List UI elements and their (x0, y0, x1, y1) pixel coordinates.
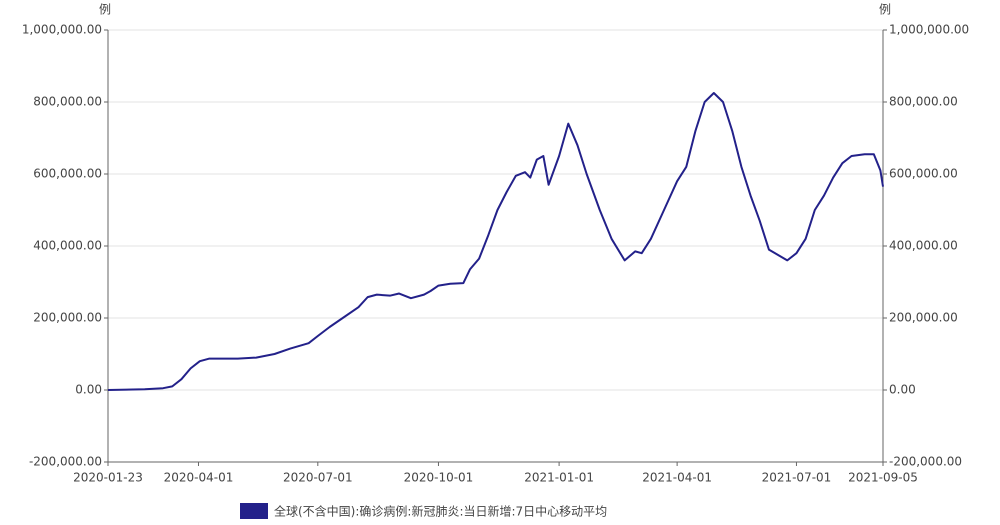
y2-tick-label: 0.00 (889, 383, 916, 397)
legend-label: 全球(不含中国):确诊病例:新冠肺炎:当日新增:7日中心移动平均 (274, 504, 607, 519)
y2-axis-unit: 例 (879, 3, 891, 17)
x-tick-label: 2020-07-01 (283, 471, 353, 485)
y2-tick-label: 400,000.00 (889, 239, 958, 253)
y-tick-label: 600,000.00 (33, 167, 102, 181)
legend-swatch (240, 503, 268, 519)
y-tick-label: 400,000.00 (33, 239, 102, 253)
x-tick-label: 2021-01-01 (524, 471, 594, 485)
y-axis-unit: 例 (99, 3, 111, 17)
x-tick-label: 2020-10-01 (404, 471, 474, 485)
y2-tick-label: 800,000.00 (889, 95, 958, 109)
x-tick-label: 2020-01-23 (73, 471, 143, 485)
x-tick-label: 2021-09-05 (848, 471, 918, 485)
y2-tick-label: 1,000,000.00 (889, 23, 969, 37)
y2-tick-label: -200,000.00 (889, 455, 962, 469)
y-tick-label: 800,000.00 (33, 95, 102, 109)
x-tick-label: 2021-07-01 (762, 471, 832, 485)
x-tick-label: 2020-04-01 (164, 471, 234, 485)
y-tick-label: 200,000.00 (33, 311, 102, 325)
y2-tick-label: 200,000.00 (889, 311, 958, 325)
y-tick-label: 0.00 (75, 383, 102, 397)
x-tick-label: 2021-04-01 (642, 471, 712, 485)
line (107, 92, 884, 391)
y2-tick-label: 600,000.00 (889, 167, 958, 181)
y-tick-label: 1,000,000.00 (22, 23, 102, 37)
y-tick-label: -200,000.00 (29, 455, 102, 469)
